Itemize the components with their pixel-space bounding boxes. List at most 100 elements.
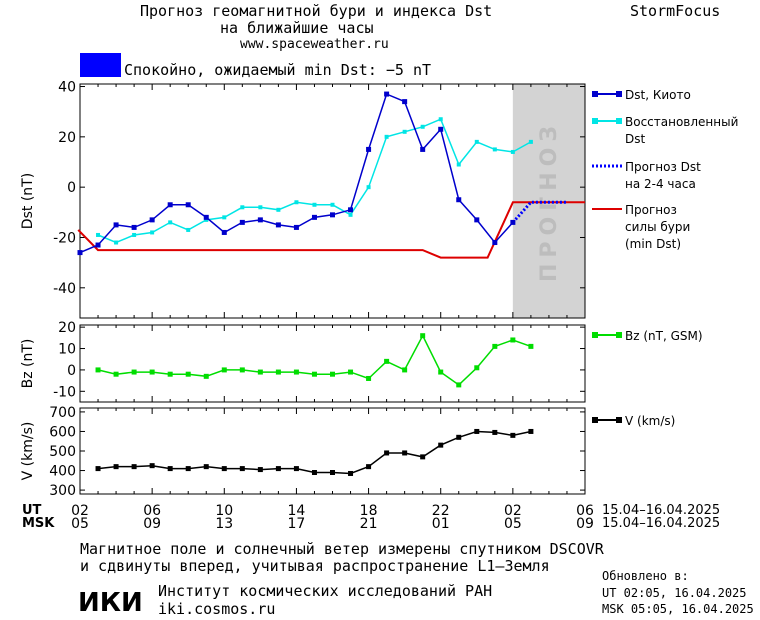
time-axis: 02 06 10 14 18 22 02 06 05 09 13 17 21 01 05 09 [71,503,594,532]
bz-line [97,334,532,386]
solar-wind-speed-point [474,428,480,434]
solar-wind-speed-line [97,430,532,475]
bz-point [366,375,372,381]
dst-kyoto-point [221,229,227,235]
bz-point [221,367,227,373]
restored-dst-point [294,200,299,205]
msk-tick-label: 17 [288,516,306,532]
restored-dst-point [474,139,479,144]
msk-tick-label: 05 [71,516,89,532]
y-tick-label: -10 [53,384,76,400]
iki-logo-text: ИКИ [78,588,143,614]
restored-dst-point [312,202,317,207]
institute-site[interactable]: iki.cosmos.ru [158,600,276,618]
panel-frame [79,83,586,319]
restored-dst-point [366,185,371,190]
solar-wind-speed-point [492,429,498,435]
restored-dst-point [204,217,209,222]
solar-wind-speed-point [348,470,354,476]
solar-wind-speed-point [185,466,191,472]
solar-wind-speed-point [95,466,101,472]
bz-point [474,365,480,371]
bz-point [402,367,408,373]
restored-dst-point [132,232,137,237]
dst-kyoto-point [384,91,390,97]
solar-wind-speed-point [311,470,317,475]
restored-dst-point [348,212,353,217]
ut-tick-label: 06 [143,503,161,519]
page-title-line1: Прогноз геомагнитной бури и индекса Dst [140,2,493,20]
bz-point [113,371,119,377]
brand-name: StormFocus [630,2,721,20]
updated-msk: MSK 05:05, 16.04.2025 [602,602,754,616]
legend-dst-kyoto: Dst, Киото [625,88,691,102]
y-tick-label: 10 [58,342,76,358]
site-url[interactable]: www.spaceweather.ru [240,37,389,52]
bz-point [492,343,498,349]
dst-kyoto-point [113,222,119,228]
restored-dst-line [97,118,532,244]
restored-dst-point [222,215,227,220]
solar-wind-speed-point [113,464,119,470]
restored-dst-point [510,149,515,154]
msk-tick-label: 05 [504,516,522,532]
solar-wind-speed-point [384,450,390,456]
bz-point [311,371,317,377]
y-axis-label: Dst (nT) [20,173,36,229]
solar-wind-speed-point [149,463,155,469]
y-tick-label: 40 [58,80,76,96]
storm-forecast-line [77,201,585,259]
dst-kyoto-point [474,217,480,223]
restored-dst-point [258,205,263,210]
dst-kyoto-point [77,250,83,256]
y-tick-label: 20 [58,130,76,146]
bz-point [438,369,444,375]
y-tick-label: 20 [58,320,76,336]
msk-tick-label: 21 [360,516,378,532]
ut-tick-label: 14 [288,503,306,519]
solar-wind-speed-point [167,466,173,472]
institute-name: Институт космических исследований РАН [158,582,493,600]
y-tick-label: 400 [49,464,76,480]
iki-logo[interactable]: ИКИ [78,588,144,614]
page-title-line2: на ближайшие часы [220,19,374,37]
solar-wind-speed-point [402,450,408,456]
legend-restored-line1: Восстановленный [625,115,738,129]
restored-dst-point [420,124,425,129]
bz-point [167,371,173,377]
restored-dst-point [492,147,497,152]
legend-dst-kyoto-marker-end [616,91,622,97]
legend-forecast-line1: Прогноз Dst [625,160,701,174]
solar-wind-speed-point [510,432,516,438]
legend-v: V (km/s) [625,414,675,428]
solar-wind-speed-point [438,442,444,448]
solar-wind-speed-point [330,470,335,475]
legend-bz: Bz (nT, GSM) [625,329,703,343]
solar-wind-speed-point [239,466,245,472]
y-tick-label: 0 [67,363,76,379]
restored-dst-point [528,139,533,144]
ut-tick-label: 02 [71,503,89,519]
ut-tick-label: 06 [576,503,594,519]
solar-wind-speed-point [366,464,372,470]
bz-panel: -10 0 10 20 Bz (nT) [20,320,586,403]
dst-kyoto-point [510,219,516,225]
msk-tick-label: 13 [215,516,233,532]
msk-label: MSK [22,516,55,531]
dst-kyoto-point [239,219,245,225]
dst-kyoto-point [438,126,444,132]
solar-wind-speed-point [420,454,426,460]
restored-dst-point [96,232,101,237]
msk-date-range: 15.04–16.04.2025 [602,516,721,531]
note-line2: и сдвинуты вперед, учитывая распростране… [80,557,550,575]
y-tick-label: 300 [49,483,76,499]
solar-wind-speed-point [528,428,534,434]
legend-storm-line2: силы бури [625,220,690,234]
dst-kyoto-point [348,207,354,213]
restored-dst-point [402,129,407,134]
restored-dst-point [168,220,173,225]
updated-ut: UT 02:05, 16.04.2025 [602,586,747,600]
dst-kyoto-point [167,202,173,208]
dst-kyoto-point [131,224,137,230]
